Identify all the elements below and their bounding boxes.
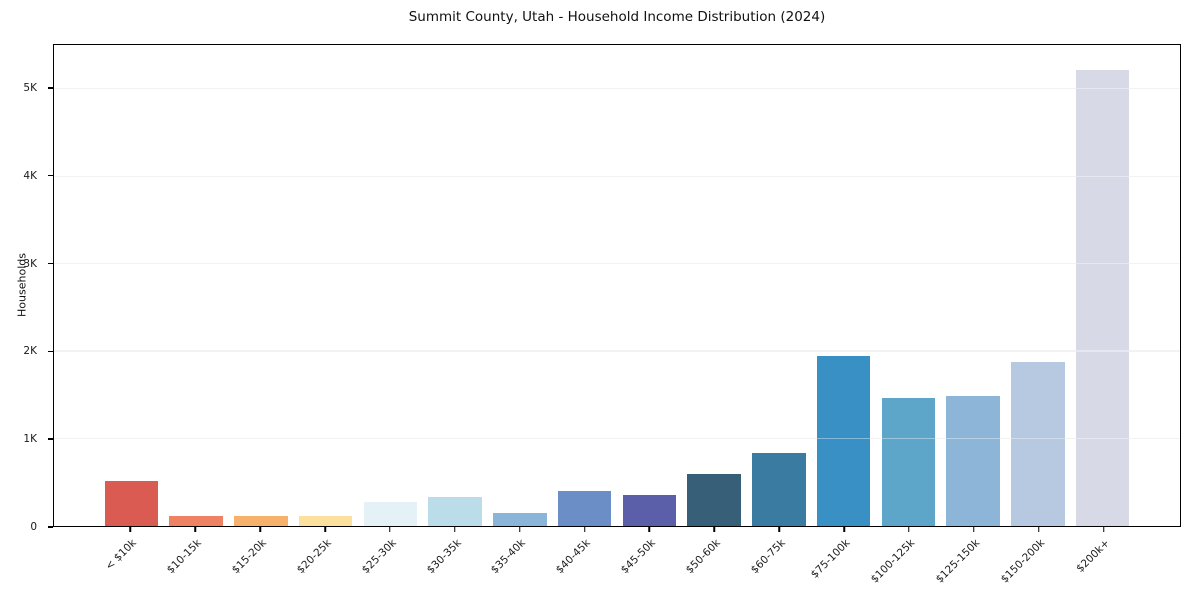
y-tick-label: 0 [30,521,37,533]
x-tick-mark [194,527,197,532]
gridline [54,88,1180,90]
x-tick-mark [583,527,586,532]
x-tick-label: $150-200k [998,537,1048,586]
bar-slot [229,45,294,526]
x-tick-label: $45-50k [618,537,658,577]
plot-area [53,44,1181,527]
x-tick-label: $25-30k [359,537,399,577]
y-axis-tick-marks [48,44,53,528]
bar-slot [358,45,423,526]
x-tick-label: $10-15k [164,537,204,577]
x-tick-mark [1102,527,1105,532]
bar [687,474,741,526]
gridline [54,262,1180,265]
x-tick-mark [454,527,456,532]
bar-slot [164,45,229,526]
bar [234,515,288,526]
y-tick-label: 3K [23,257,37,270]
bar-slot [552,45,617,526]
bar [557,491,612,526]
gridline [54,350,1180,352]
x-tick-label: $125-150k [933,537,983,586]
x-tick-label: < $10k [103,537,139,573]
gridline [54,350,1180,352]
bar-slot [99,45,164,526]
bar [493,512,547,526]
x-tick-mark [908,527,910,532]
bar-slot [1070,45,1135,526]
gridline [54,175,1180,177]
gridline [54,437,1180,440]
y-tick-label: 2K [23,345,37,358]
x-tick-label: $50-60k [683,537,723,577]
bar [881,398,936,526]
bar-slot [941,45,1006,526]
bar-slot [811,45,876,526]
gridline [54,88,1180,90]
bar-slot [876,45,941,526]
x-tick-label: $75-100k [808,537,853,581]
x-tick-mark [389,527,391,532]
x-tick-mark [648,527,651,532]
y-tick-mark [48,174,53,177]
bar [622,495,677,526]
bar-slot [682,45,747,526]
x-tick-mark [259,527,261,532]
bar [363,501,418,526]
x-tick-mark [843,527,845,532]
bar [104,480,159,526]
bar-slot [488,45,553,526]
y-tick-label: 4K [23,169,37,182]
y-tick-label: 1K [23,433,37,446]
chart-title: Summit County, Utah - Household Income D… [408,9,826,25]
bar [1075,70,1130,526]
y-tick-mark [48,526,53,528]
bar-slot [747,45,812,526]
y-tick-mark [48,350,53,353]
x-tick-mark [778,527,780,532]
y-tick-mark [48,262,53,265]
x-tick-label: $100-125k [868,537,918,586]
x-tick-label: $40-45k [553,537,594,577]
bar [428,496,482,526]
bar [1011,361,1065,526]
x-tick-mark [1037,527,1040,532]
gridline [54,175,1180,177]
y-tick-mark [48,87,53,89]
bar-slot [293,45,358,526]
gridline [54,437,1180,440]
gridlines [54,45,1180,526]
x-tick-mark [713,527,716,532]
x-tick-mark [518,527,521,532]
x-tick-mark [129,527,132,532]
x-axis: < $10k $10-15k $15-20k $20-25k $25-30k $30-35… [53,527,1181,590]
bar [946,396,1000,526]
x-tick-label: $60-75k [748,537,788,577]
x-tick-label: $200k+ [1074,537,1113,575]
y-tick-label: 5K [23,81,37,94]
y-axis-tick-labels: 0 1K 2K 3K 4K 5K [0,44,45,533]
y-tick-mark [48,438,53,440]
x-tick-label: $15-20k [229,537,269,577]
bar-slot [1006,45,1071,526]
x-tick-label: $20-25k [294,537,334,577]
bar [169,515,223,526]
bar [298,515,353,526]
bar [752,453,806,526]
bars-container [54,45,1180,526]
bar-slot [617,45,682,526]
x-tick-label: $35-40k [489,537,529,577]
x-tick-label: $30-35k [424,537,464,577]
bar-slot [423,45,488,526]
gridline [54,262,1180,265]
gridlines-overlay [54,45,1180,526]
x-tick-mark [324,527,326,532]
x-tick-mark [973,527,975,532]
bar [816,356,871,526]
